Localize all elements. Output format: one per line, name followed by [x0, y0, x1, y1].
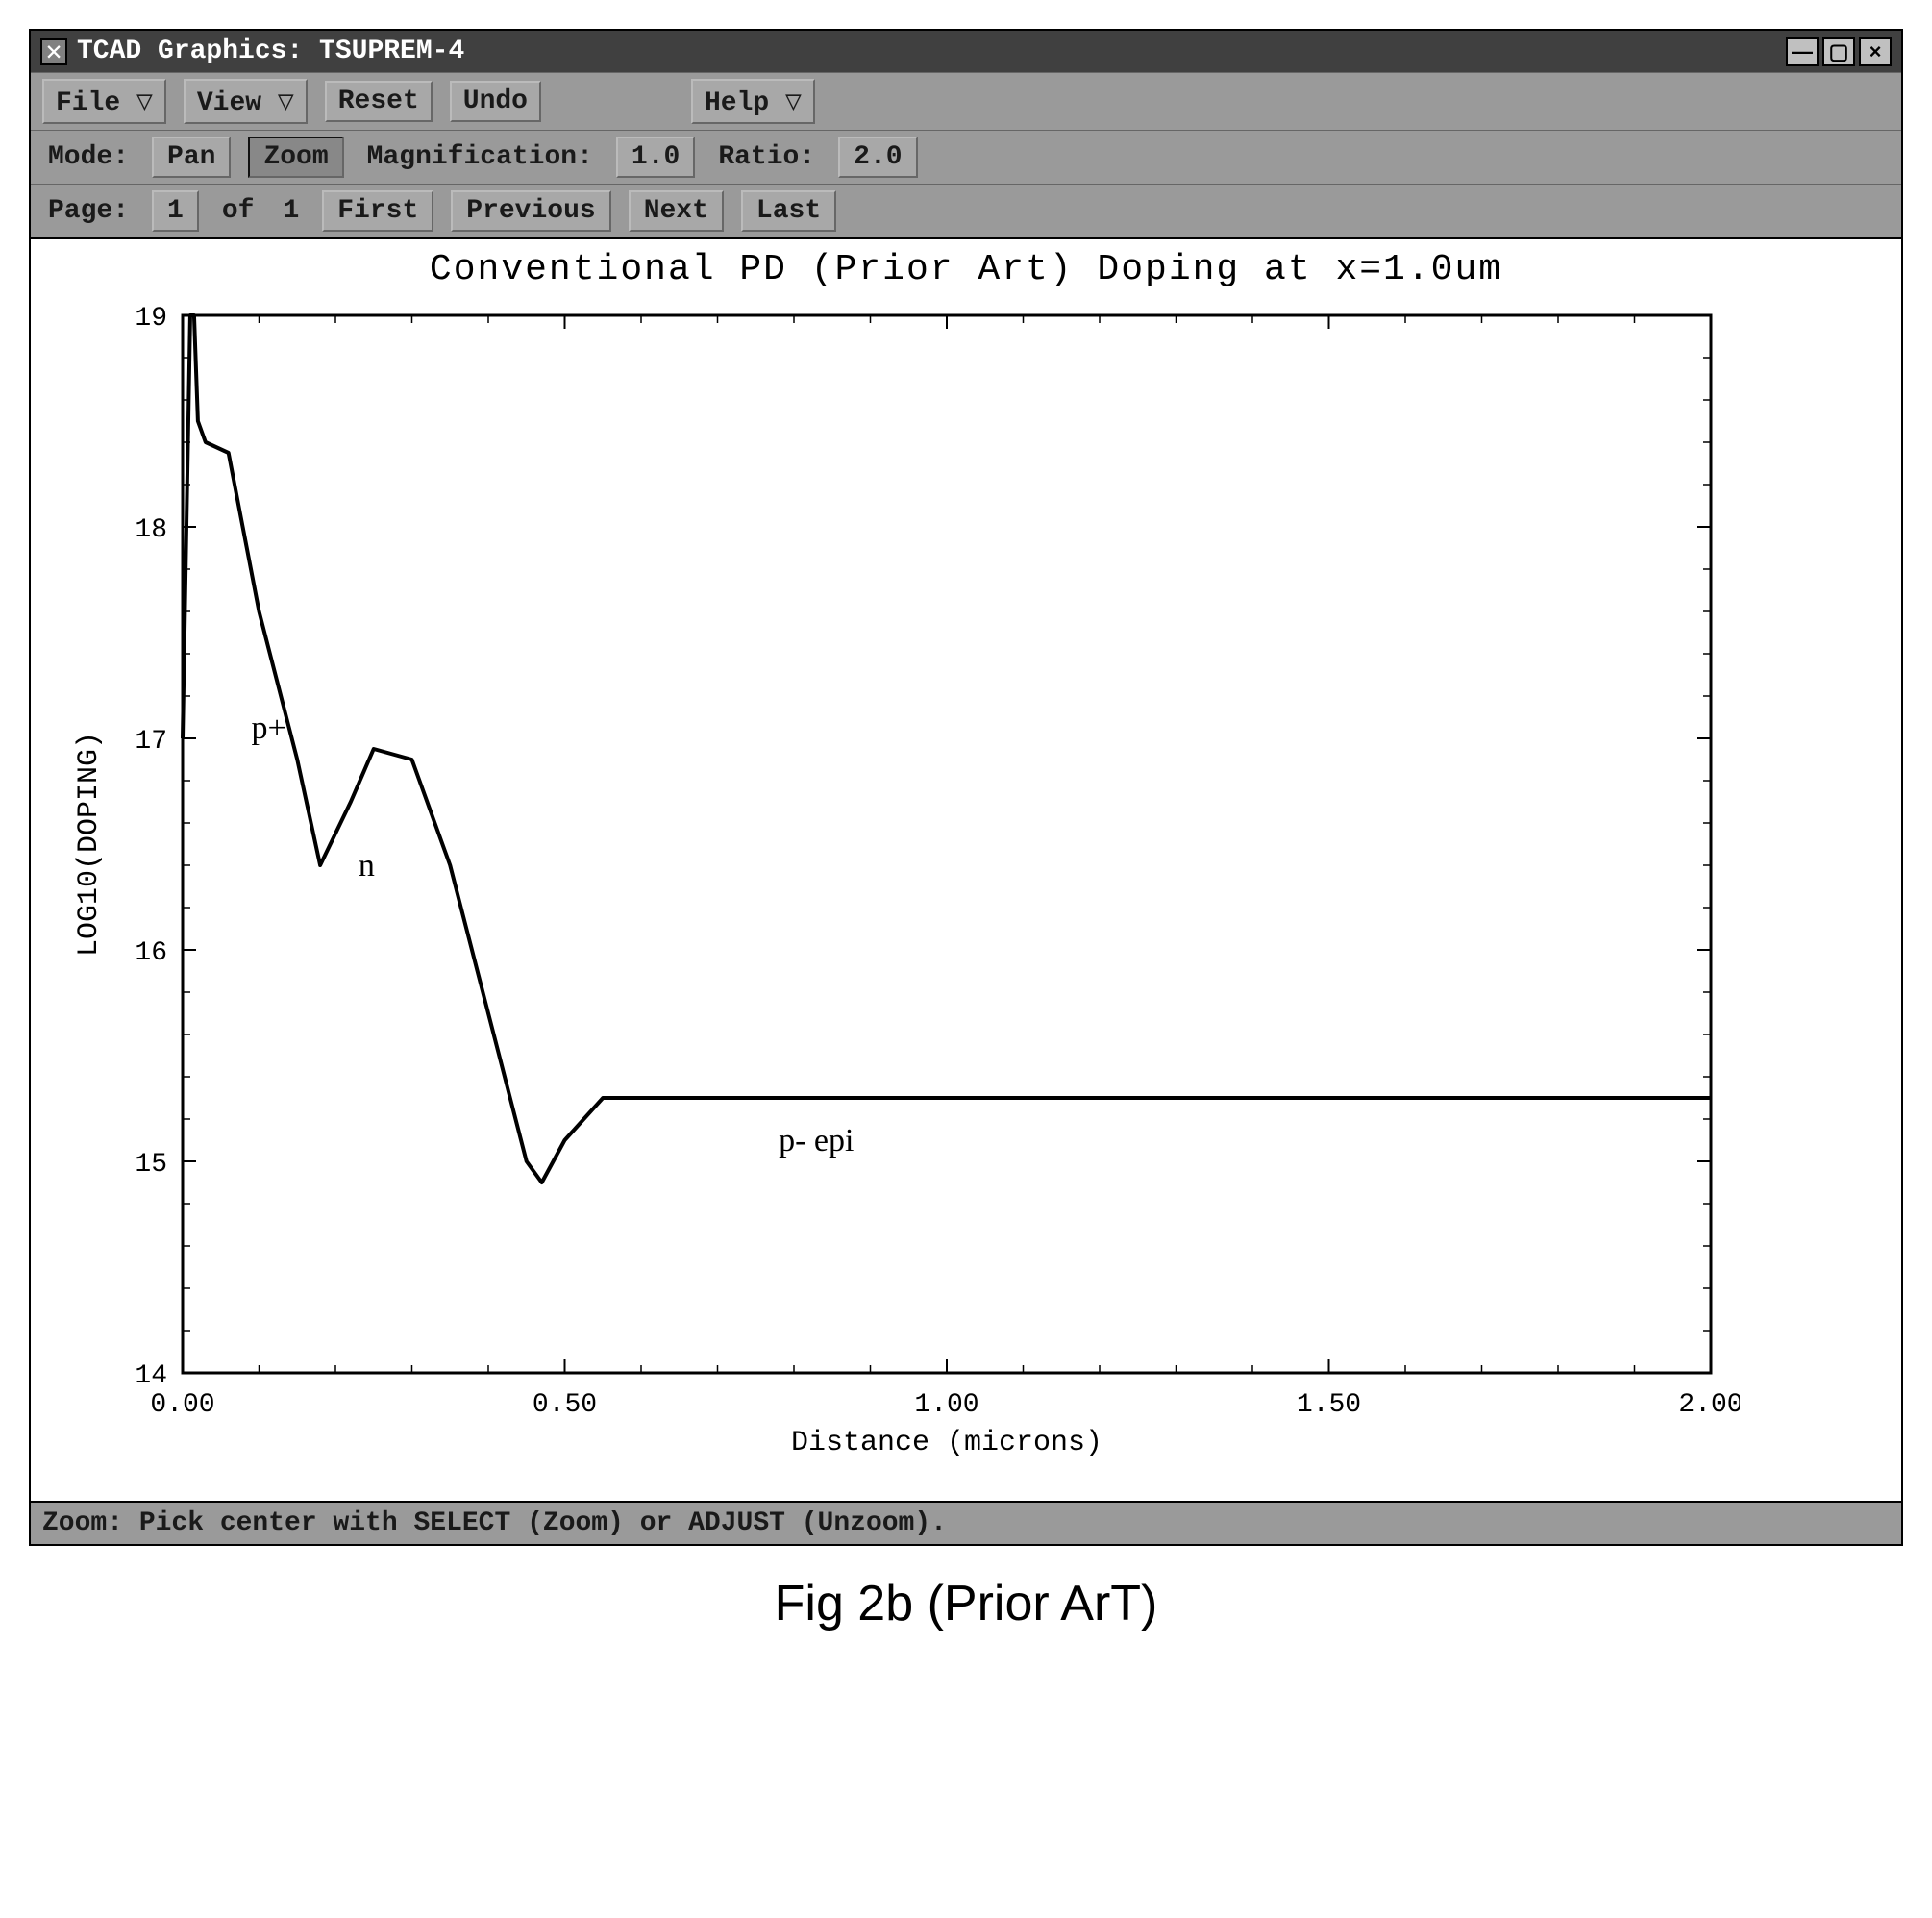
menu-file[interactable]: File ▽: [42, 79, 166, 124]
sysmenu-icon[interactable]: ✕: [40, 38, 67, 65]
magnification-label: Magnification:: [361, 138, 599, 176]
figure-caption: Fig 2b (Prior ArT): [29, 1575, 1903, 1632]
page-current[interactable]: 1: [152, 190, 199, 232]
magnification-value[interactable]: 1.0: [616, 137, 695, 178]
svg-text:14: 14: [135, 1361, 167, 1391]
titlebar: ✕ TCAD Graphics: TSUPREM-4 — ▢ ×: [31, 31, 1901, 72]
svg-text:Distance (microns): Distance (microns): [791, 1427, 1102, 1459]
nav-last[interactable]: Last: [741, 190, 836, 232]
svg-text:16: 16: [135, 938, 167, 968]
page-toolbar: Page: 1 of 1 First Previous Next Last: [31, 184, 1901, 237]
menu-reset[interactable]: Reset: [325, 81, 433, 122]
nav-first[interactable]: First: [322, 190, 433, 232]
svg-text:18: 18: [135, 515, 167, 545]
mode-zoom-button[interactable]: Zoom: [248, 137, 343, 178]
svg-text:p- epi: p- epi: [779, 1123, 854, 1158]
window-controls: — ▢ ×: [1786, 37, 1892, 66]
svg-text:p+: p+: [252, 710, 286, 746]
menu-help[interactable]: Help ▽: [691, 79, 815, 124]
svg-text:LOG10(DOPING): LOG10(DOPING): [73, 732, 106, 957]
mode-toolbar: Mode: Pan Zoom Magnification: 1.0 Ratio:…: [31, 130, 1901, 184]
minimize-button[interactable]: —: [1786, 37, 1819, 66]
svg-text:0.50: 0.50: [533, 1390, 597, 1420]
close-button[interactable]: ×: [1859, 37, 1892, 66]
ratio-value[interactable]: 2.0: [838, 137, 917, 178]
doping-chart: 0.00 0.50 1.00 1.50 2.00 14 15 16 17 18 19 Distance…: [48, 296, 1740, 1479]
statusbar: Zoom: Pick center with SELECT (Zoom) or …: [31, 1501, 1901, 1544]
svg-text:2.00: 2.00: [1678, 1390, 1740, 1420]
svg-text:1.50: 1.50: [1297, 1390, 1361, 1420]
app-window: ✕ TCAD Graphics: TSUPREM-4 — ▢ × File ▽ …: [29, 29, 1903, 1546]
svg-text:17: 17: [135, 727, 167, 757]
menu-view[interactable]: View ▽: [184, 79, 308, 124]
menubar: File ▽ View ▽ Reset Undo Help ▽: [31, 72, 1901, 130]
status-text: Zoom: Pick center with SELECT (Zoom) or …: [42, 1508, 947, 1538]
sysmenu-glyph: ✕: [46, 35, 62, 68]
svg-text:n: n: [359, 848, 375, 884]
window-title: TCAD Graphics: TSUPREM-4: [77, 37, 464, 66]
chart-area: 0.00 0.50 1.00 1.50 2.00 14 15 16 17 18 19 Distance…: [48, 296, 1884, 1483]
svg-text:0.00: 0.00: [150, 1390, 214, 1420]
ratio-label: Ratio:: [712, 138, 821, 176]
mode-label: Mode:: [42, 138, 135, 176]
page-of: of: [216, 192, 260, 230]
menu-undo[interactable]: Undo: [450, 81, 541, 122]
page-label: Page:: [42, 192, 135, 230]
svg-text:1.00: 1.00: [914, 1390, 978, 1420]
nav-previous[interactable]: Previous: [451, 190, 610, 232]
chart-title: Conventional PD (Prior Art) Doping at x=…: [48, 249, 1884, 290]
nav-next[interactable]: Next: [629, 190, 724, 232]
page-total: 1: [277, 192, 305, 230]
svg-text:15: 15: [135, 1150, 167, 1180]
svg-text:19: 19: [135, 304, 167, 334]
mode-pan-button[interactable]: Pan: [152, 137, 231, 178]
plot-panel: Conventional PD (Prior Art) Doping at x=…: [31, 237, 1901, 1501]
maximize-button[interactable]: ▢: [1822, 37, 1855, 66]
